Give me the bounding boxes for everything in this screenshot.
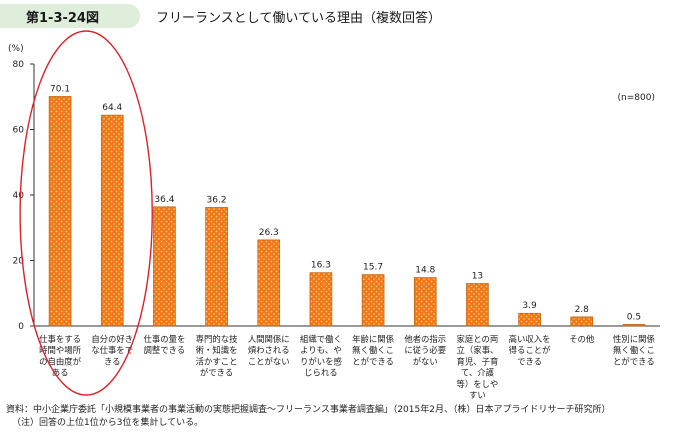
bar bbox=[466, 283, 489, 327]
y-tick-label: 80 bbox=[13, 60, 25, 70]
x-tick-label: 時間や場所 bbox=[39, 345, 81, 355]
x-tick-label: 立（家事、 bbox=[456, 345, 498, 355]
bar bbox=[622, 324, 646, 327]
figure-badge bbox=[0, 4, 140, 28]
bar-value-label: 15.7 bbox=[363, 263, 383, 273]
x-tick-label: 育児、子育 bbox=[456, 356, 498, 366]
x-tick-label: ができる bbox=[200, 368, 233, 378]
x-tick-label: ことがない bbox=[248, 356, 290, 366]
bar-value-label: 70.1 bbox=[50, 84, 70, 94]
bar bbox=[413, 277, 437, 327]
x-tick-label: 年齢に関係 bbox=[352, 334, 394, 344]
x-tick-label: りがいを感 bbox=[300, 356, 342, 366]
x-tick-label: 等）をしや bbox=[457, 379, 499, 389]
x-tick-label: て、介護 bbox=[461, 368, 495, 378]
highlight-ellipse bbox=[19, 30, 153, 396]
y-tick-label: 0 bbox=[18, 322, 24, 332]
bar-value-label: 13 bbox=[472, 271, 483, 281]
bar bbox=[205, 207, 228, 327]
bar bbox=[518, 312, 541, 327]
x-tick-label: 自分の好き bbox=[91, 334, 133, 344]
x-tick-label: 性別に関係 bbox=[613, 334, 655, 344]
bar bbox=[570, 316, 594, 327]
bar-value-label: 14.8 bbox=[415, 266, 435, 276]
x-tick-label: 組織で働く bbox=[300, 334, 342, 344]
bar-value-label: 16.3 bbox=[311, 261, 331, 271]
footnote: （注）回答の上位1位から3位を集計している。 bbox=[12, 418, 204, 428]
y-tick-label: 60 bbox=[13, 126, 25, 136]
y-tick-label: 20 bbox=[13, 257, 25, 267]
figure-header: 第1-3-24図 フリーランスとして働いている理由（複数回答） bbox=[0, 0, 673, 32]
bar-value-label: 0.5 bbox=[627, 312, 641, 322]
x-tick-label: 仕事をする bbox=[39, 334, 81, 344]
bar-value-label: 36.2 bbox=[207, 195, 227, 205]
x-tick-label: 仕事の量を bbox=[143, 334, 185, 344]
x-tick-label: 専門的な技 bbox=[196, 334, 238, 344]
bar bbox=[153, 206, 176, 327]
x-tick-label: 術・知識を bbox=[196, 345, 238, 355]
x-tick-label: 人間関係に bbox=[248, 334, 290, 344]
x-tick-label: きる bbox=[104, 356, 121, 366]
y-tick-label: 40 bbox=[13, 191, 25, 201]
x-tick-label: 得ることが bbox=[509, 345, 551, 355]
bar-value-label: 64.4 bbox=[102, 103, 122, 113]
x-tick-label: な仕事をで bbox=[91, 345, 133, 355]
figure-title: フリーランスとして働いている理由（複数回答） bbox=[156, 11, 441, 26]
x-tick-label: 煩わされる bbox=[248, 345, 290, 355]
bar-chart: (%) 0 20 40 60 80 (n=800) 70.1 仕事をする時間や場所の自由度があ… bbox=[8, 30, 660, 400]
x-tick-label: よりも、や bbox=[300, 345, 341, 355]
bar-value-label: 26.3 bbox=[259, 228, 279, 238]
x-tick-label: 活かすこと bbox=[196, 356, 238, 366]
figure-number: 第1-3-24図 bbox=[26, 11, 99, 26]
y-unit-label: (%) bbox=[8, 44, 24, 54]
x-tick-label: 無く働くこ bbox=[352, 345, 394, 355]
bar bbox=[48, 96, 72, 327]
source-note: 資料：中小企業庁委託「小規模事業者の事業活動の実態把握調査～フリーランス事業者調… bbox=[6, 405, 611, 415]
x-tick-label: 他者の指示 bbox=[404, 334, 446, 344]
bar bbox=[361, 274, 385, 327]
sample-size-note: (n=800) bbox=[618, 93, 655, 103]
x-tick-label: とができる bbox=[613, 356, 655, 366]
bar bbox=[309, 272, 333, 327]
x-tick-label: がない bbox=[413, 356, 438, 366]
bar-value-label: 2.8 bbox=[575, 305, 590, 315]
x-tick-label: に従う必要 bbox=[404, 345, 446, 355]
x-tick-label: その他 bbox=[569, 334, 595, 344]
x-tick-label: ある bbox=[52, 368, 69, 378]
bar-value-label: 36.4 bbox=[154, 195, 174, 205]
bar-value-label: 3.9 bbox=[522, 301, 537, 311]
bar bbox=[257, 239, 281, 327]
x-tick-label: とができる bbox=[352, 356, 394, 366]
x-tick-label: すい bbox=[469, 390, 486, 400]
x-tick-label: の自由度が bbox=[39, 356, 81, 366]
x-tick-label: 無く働くこ bbox=[613, 345, 655, 355]
x-tick-label: 調整できる bbox=[144, 345, 186, 355]
x-tick-label: できる bbox=[517, 356, 542, 366]
x-tick-label: 高い収入を bbox=[509, 334, 551, 344]
x-tick-label: じられる bbox=[304, 368, 338, 378]
bar bbox=[100, 114, 124, 327]
x-tick-label: 家庭との両 bbox=[457, 334, 499, 344]
